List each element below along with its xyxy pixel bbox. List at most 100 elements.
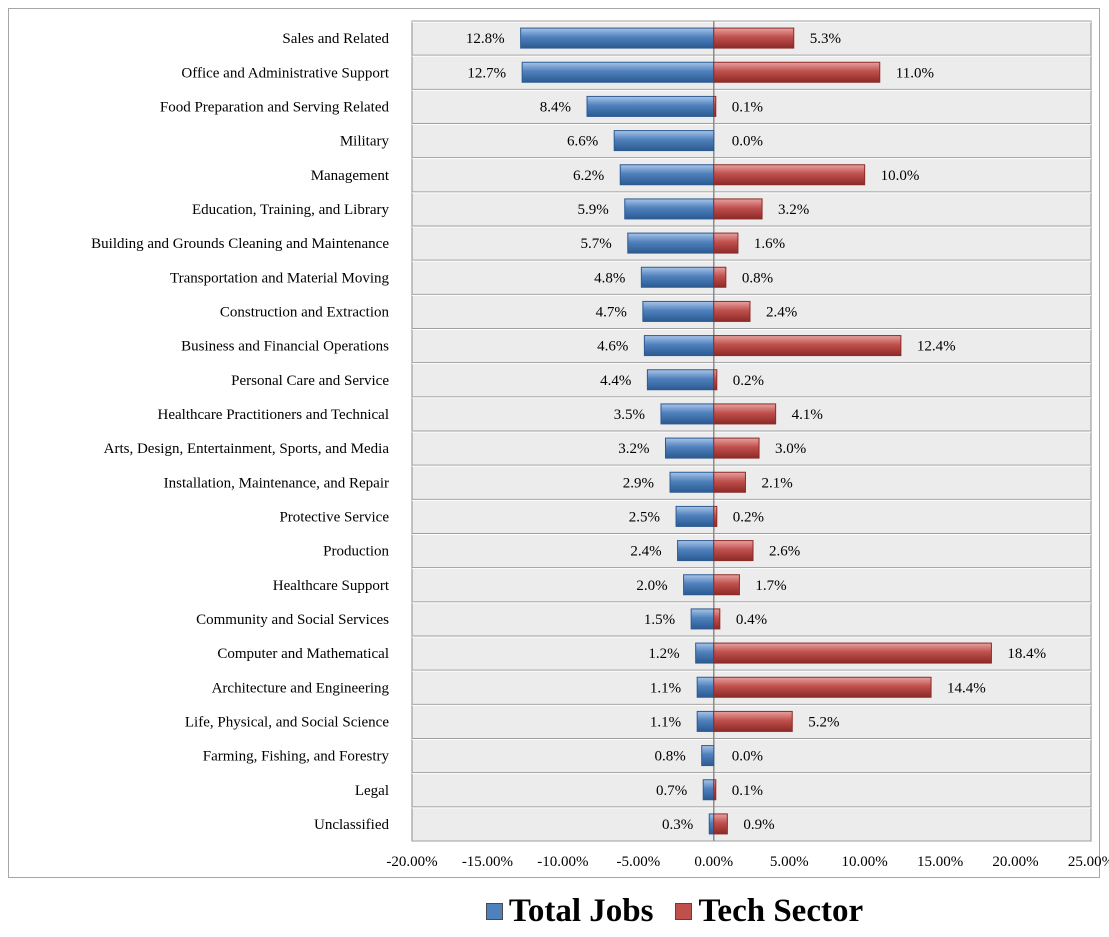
bar-total-jobs [683, 574, 715, 596]
data-label-total-jobs: 5.7% [581, 236, 612, 252]
data-label-total-jobs: 2.5% [629, 509, 660, 525]
bar-total-jobs [695, 642, 715, 664]
bar-total-jobs [613, 130, 715, 152]
bar-total-jobs [586, 95, 715, 117]
bar-tech-sector [713, 710, 793, 732]
category-label: Legal [355, 783, 389, 799]
data-label-tech-sector: 0.1% [732, 99, 763, 115]
category-label: Computer and Mathematical [217, 646, 389, 662]
data-label-total-jobs: 0.7% [656, 783, 687, 799]
bar-tech-sector [713, 61, 881, 83]
bar-tech-sector [713, 95, 717, 117]
category-label: Arts, Design, Entertainment, Sports, and… [104, 441, 390, 457]
bar-total-jobs [675, 505, 715, 527]
bar-tech-sector [713, 437, 760, 459]
x-tick-label: 25.00% [1068, 854, 1109, 870]
bar-total-jobs [677, 540, 715, 562]
bar-total-jobs [643, 335, 715, 357]
bar-tech-sector [713, 164, 866, 186]
data-label-tech-sector: 1.7% [755, 578, 786, 594]
data-label-total-jobs: 6.2% [573, 168, 604, 184]
bar-total-jobs [646, 369, 715, 391]
bar-tech-sector [713, 300, 751, 322]
category-label: Construction and Extraction [220, 304, 390, 320]
bar-tech-sector [713, 27, 795, 49]
data-label-total-jobs: 2.9% [623, 475, 654, 491]
bar-tech-sector [713, 642, 992, 664]
data-label-total-jobs: 4.7% [596, 304, 627, 320]
bar-chart: -20.00% -15.00% -10.00% -5.00% 0.00% 5.00% 10.… [91, 20, 1109, 870]
bar-total-jobs [708, 813, 715, 835]
category-label: Farming, Fishing, and Forestry [203, 749, 390, 765]
data-label-tech-sector: 14.4% [947, 680, 986, 696]
bar-total-jobs [702, 779, 715, 801]
category-label: Business and Financial Operations [181, 339, 389, 355]
data-label-tech-sector: 2.6% [769, 544, 800, 560]
category-label: Healthcare Support [273, 578, 390, 594]
bar-total-jobs [624, 198, 715, 220]
x-tick-label: 5.00% [770, 854, 809, 870]
data-label-total-jobs: 2.4% [630, 544, 661, 560]
category-label: Personal Care and Service [231, 373, 389, 389]
data-label-total-jobs: 1.1% [650, 680, 681, 696]
legend-label-total-jobs: Total Jobs [508, 892, 654, 929]
data-label-total-jobs: 8.4% [540, 99, 571, 115]
data-label-total-jobs: 1.5% [644, 612, 675, 628]
bar-tech-sector [713, 471, 746, 493]
x-tick-label: 0.00% [694, 854, 733, 870]
bar-total-jobs [521, 61, 715, 83]
data-label-total-jobs: 12.7% [467, 65, 506, 81]
bar-tech-sector [713, 676, 932, 698]
bar-total-jobs [690, 608, 715, 630]
x-tick-label: -5.00% [616, 854, 660, 870]
bar-tech-sector [713, 198, 763, 220]
category-label: Transportation and Material Moving [170, 270, 390, 286]
category-label: Food Preparation and Serving Related [160, 99, 390, 115]
category-label: Life, Physical, and Social Science [185, 714, 389, 730]
data-label-tech-sector: 0.2% [733, 509, 764, 525]
bar-tech-sector [713, 779, 717, 801]
bar-tech-sector [713, 813, 728, 835]
category-label: Education, Training, and Library [192, 202, 390, 218]
data-label-tech-sector: 2.4% [766, 304, 797, 320]
x-tick-label: -15.00% [462, 854, 513, 870]
category-label: Unclassified [314, 817, 389, 833]
data-label-tech-sector: 3.2% [778, 202, 809, 218]
bar-total-jobs [660, 403, 715, 425]
bar-tech-sector [713, 505, 718, 527]
bar-total-jobs [696, 710, 715, 732]
bar-tech-sector [713, 266, 727, 288]
category-label: Architecture and Engineering [212, 680, 390, 696]
data-label-total-jobs: 12.8% [466, 31, 505, 47]
data-label-tech-sector: 18.4% [1007, 646, 1046, 662]
data-label-tech-sector: 10.0% [881, 168, 920, 184]
x-tick-label: -10.00% [537, 854, 588, 870]
chart-legend: Total Jobs Tech Sector [0, 885, 1109, 937]
bar-total-jobs [669, 471, 715, 493]
bar-tech-sector [713, 232, 739, 254]
data-label-total-jobs: 0.8% [654, 749, 685, 765]
data-label-tech-sector: 4.1% [792, 407, 823, 423]
data-label-tech-sector: 0.4% [736, 612, 767, 628]
data-label-total-jobs: 5.9% [578, 202, 609, 218]
legend-label-tech-sector: Tech Sector [698, 892, 864, 929]
category-label: Protective Service [279, 509, 389, 525]
x-tick-label: 15.00% [917, 854, 963, 870]
data-label-total-jobs: 2.0% [636, 578, 667, 594]
data-label-tech-sector: 11.0% [896, 65, 934, 81]
bar-total-jobs [627, 232, 715, 254]
data-label-tech-sector: 0.9% [743, 817, 774, 833]
bar-tech-sector [713, 403, 777, 425]
data-label-tech-sector: 1.6% [754, 236, 785, 252]
data-label-total-jobs: 1.2% [648, 646, 679, 662]
bar-total-jobs [640, 266, 715, 288]
x-tick-label: 20.00% [992, 854, 1038, 870]
data-label-total-jobs: 6.6% [567, 134, 598, 150]
data-label-tech-sector: 5.3% [810, 31, 841, 47]
x-tick-label: 10.00% [842, 854, 888, 870]
data-label-tech-sector: 12.4% [917, 339, 956, 355]
data-label-tech-sector: 2.1% [761, 475, 792, 491]
data-label-tech-sector: 0.0% [732, 749, 763, 765]
bar-tech-sector [713, 574, 740, 596]
legend-item-total-jobs: Total Jobs [485, 892, 654, 930]
